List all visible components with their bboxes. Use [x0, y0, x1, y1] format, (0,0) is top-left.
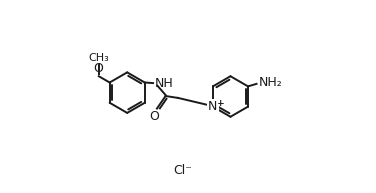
- Text: O: O: [149, 110, 159, 123]
- Text: N: N: [208, 100, 218, 113]
- Text: N: N: [208, 100, 218, 113]
- Text: O: O: [94, 62, 103, 75]
- Text: Cl⁻: Cl⁻: [173, 164, 192, 177]
- Text: NH: NH: [155, 77, 173, 90]
- Text: +: +: [215, 99, 223, 108]
- Text: NH₂: NH₂: [258, 76, 282, 89]
- Text: CH₃: CH₃: [88, 53, 109, 63]
- Text: +: +: [215, 99, 223, 108]
